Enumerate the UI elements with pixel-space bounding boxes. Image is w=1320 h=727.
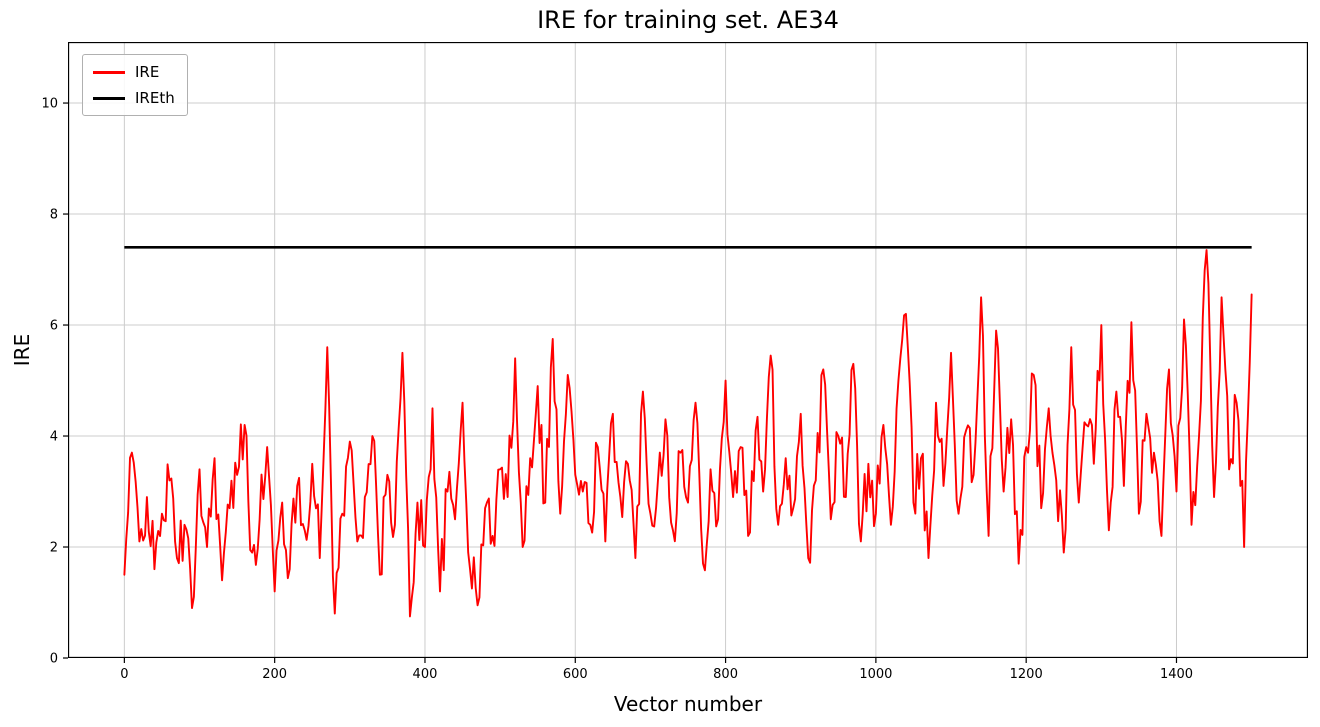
x-tick-label: 1000	[859, 667, 892, 682]
y-tick-label: 6	[50, 319, 58, 334]
ire-line	[123, 249, 1253, 618]
x-tick-label: 400	[413, 667, 438, 682]
x-tick-label: 200	[262, 667, 287, 682]
y-tick-label: 8	[50, 208, 58, 223]
y-tick-label: 0	[50, 652, 58, 667]
legend-label-ire: IRE	[135, 63, 160, 81]
legend-entry-ire: IRE	[93, 63, 175, 81]
x-tick-label: 1400	[1160, 667, 1193, 682]
x-tick-label: 800	[713, 667, 738, 682]
y-tick-label: 10	[41, 97, 58, 112]
y-tick-label: 4	[50, 430, 58, 445]
ireth-line-swatch	[93, 96, 125, 100]
x-tick-label: 0	[120, 667, 128, 682]
y-tick-label: 2	[50, 541, 58, 556]
axes-frame	[68, 42, 1308, 658]
legend: IRE IREth	[82, 54, 188, 116]
x-axis-label: Vector number	[613, 692, 763, 716]
chart-title: IRE for training set. AE34	[537, 6, 839, 34]
ire-line-swatch	[93, 70, 125, 74]
legend-label-ireth: IREth	[135, 89, 175, 107]
legend-entry-ireth: IREth	[93, 89, 175, 107]
x-tick-label: 600	[563, 667, 588, 682]
y-axis-label: IRE	[10, 333, 34, 367]
plot-area	[68, 42, 1308, 658]
x-tick-label: 1200	[1010, 667, 1043, 682]
